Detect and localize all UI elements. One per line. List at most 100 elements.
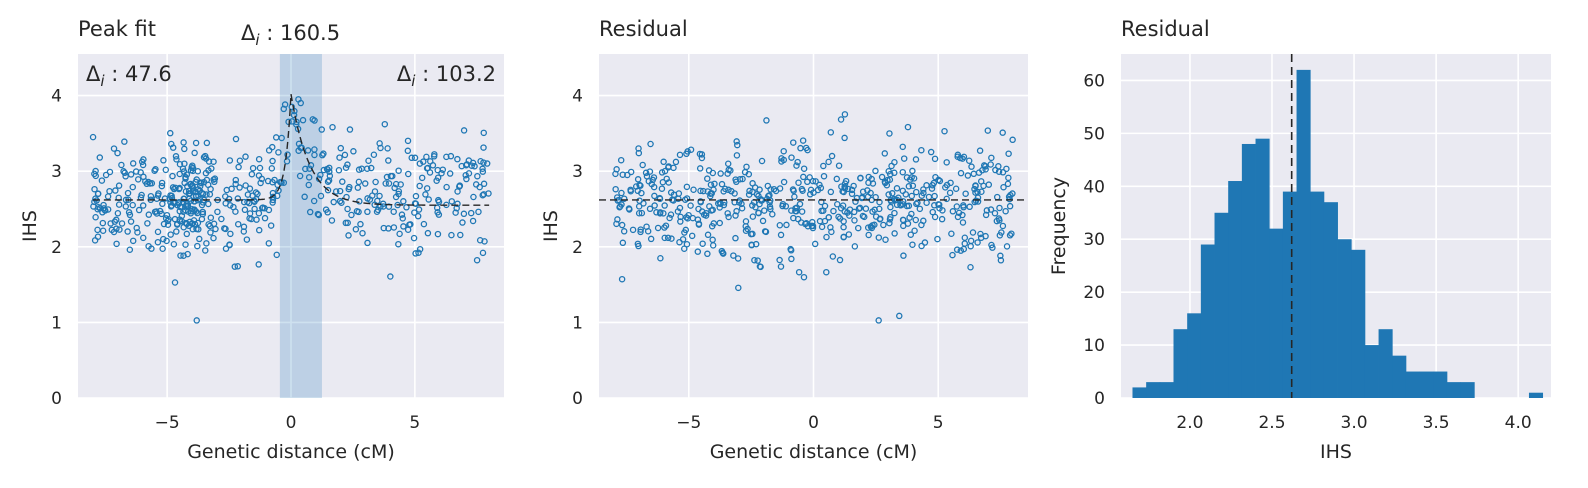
scatter-point [231,263,239,270]
panel-3: 2.0 2.5 3.0 3.5 4.0 0 10 20 30 40 50 60 IHS Frequency… [1048,17,1551,463]
scatter-point [899,198,907,205]
scatter-point [724,210,731,217]
scatter-point [275,149,282,156]
scatter-point [911,227,918,235]
scatter-point [910,175,918,182]
scatter-point [194,242,201,250]
scatter-point [336,154,343,161]
histogram-bar [1282,191,1297,398]
delta-annotation: Δi : 160.5 [241,21,340,49]
scatter-point [470,193,477,201]
scatter-point [810,189,817,196]
scatter-point [725,213,732,221]
scatter-point [736,175,744,183]
scatter-point [176,170,183,178]
scatter-point [829,253,837,260]
scatter-point [190,217,198,224]
scatter-point [180,252,187,259]
histogram-bar [1310,191,1325,398]
scatter-point [180,139,187,146]
scatter-point [168,194,176,202]
scatter-point [202,169,210,177]
scatter-point [635,149,643,157]
scatter-point [668,235,675,242]
scatter-point [699,187,707,195]
plot-area [1132,54,1544,398]
scatter-point [823,233,830,241]
scatter-point [616,203,623,211]
scatter-point [160,157,167,164]
scatter-point [780,147,787,155]
scatter-point [977,230,984,238]
scatter-point [695,205,702,213]
scatter-point [240,198,248,206]
scatter-point [182,241,189,248]
scatter-point [454,200,461,208]
scatter-point [474,172,481,180]
scatter-point [1003,165,1010,173]
scatter-point [234,195,242,202]
scatter-point [984,127,992,134]
scatter-point [196,235,203,243]
histogram-bar [1419,371,1434,398]
scatter-point [234,220,242,228]
scatter-point [192,192,200,200]
scatter-point [880,221,887,229]
scatter-point [918,146,925,154]
scatter-point [733,138,740,145]
x-tick-label: 5 [409,413,420,433]
scatter-point [376,192,383,200]
scatter-point [657,209,664,216]
scatter-point [391,184,398,192]
scatter-point [479,249,487,257]
delta-subscript: i [100,72,105,90]
scatter-point [167,231,174,238]
scatter-point [818,223,826,231]
scatter-point [660,210,667,217]
scatter-point [896,312,903,320]
scatter-point [345,232,352,239]
scatter-point [923,199,930,207]
scatter-point [613,166,620,173]
x-tick-label: 0 [808,413,819,433]
scatter-point [900,222,907,230]
scatter-point [336,187,344,195]
scatter-point [617,156,625,164]
scatter-point [987,206,995,213]
scatter-point [871,221,878,229]
scatter-point [825,158,832,166]
scatter-point [762,228,770,236]
scatter-point [309,116,317,123]
scatter-point [479,168,487,175]
delta-symbol: Δ [241,21,256,45]
scatter-point [171,279,179,286]
scatter-point [384,145,391,152]
scatter-point [790,139,797,146]
scatter-point [1005,174,1012,182]
scatter-point [353,207,361,215]
scatter-point [310,197,318,205]
scatter-point [330,198,337,206]
scatter-point [315,211,323,219]
scatter-point [383,173,391,181]
scatter-point [420,220,428,228]
scatter-point [158,179,166,187]
scatter-point [761,207,768,214]
scatter-point [754,257,761,264]
scatter-point [725,166,732,174]
scatter-point [651,192,658,200]
scatter-point [791,193,798,200]
scatter-point [129,160,137,167]
scatter-point [780,178,788,186]
scatter-point [619,171,626,178]
scatter-point [862,205,870,212]
scatter-point [683,240,691,248]
scatter-point [694,248,702,255]
scatter-point [711,180,718,188]
y-tick-label: 4 [51,87,62,107]
scatter-point [748,241,755,249]
scatter-point [458,162,465,170]
scatter-point [952,185,960,192]
scatter-point [185,190,193,197]
scatter-point [390,224,398,231]
